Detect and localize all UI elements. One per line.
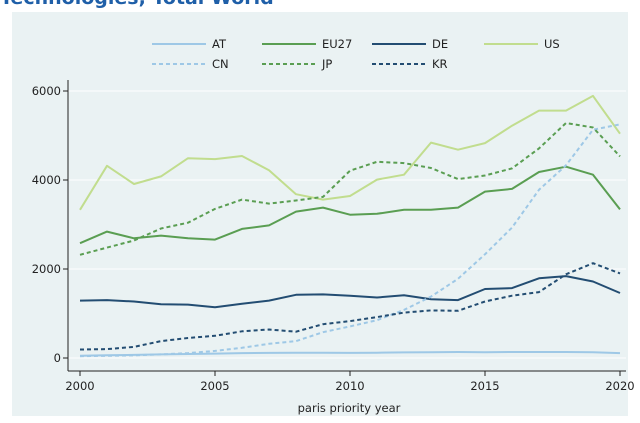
legend-label-kr: KR	[432, 57, 448, 71]
y-tick-label: 0	[54, 351, 61, 365]
series-line-at	[79, 351, 621, 357]
x-tick-label: 2010	[335, 379, 364, 393]
legend-label-jp: JP	[321, 57, 332, 71]
legend-label-cn: CN	[212, 57, 229, 71]
x-tick-label: 2005	[200, 379, 229, 393]
chart-header-title: Technologies, Total World	[0, 0, 274, 9]
legend-label-us: US	[544, 37, 560, 51]
series-line-kr	[79, 262, 621, 351]
series-line-de	[79, 275, 621, 309]
legend-label-eu27: EU27	[322, 37, 352, 51]
legend: AT EU27 DE US CN JP KR	[152, 37, 560, 71]
series-line-us	[79, 94, 621, 211]
x-tick-label: 2015	[470, 379, 499, 393]
x-tick-label: 2000	[65, 379, 94, 393]
axes: 0 2000 4000 6000 2000 2005 2010 2015 2020	[32, 80, 635, 393]
legend-label-de: DE	[432, 37, 448, 51]
y-tick-label: 6000	[32, 84, 61, 98]
series-lines	[79, 94, 621, 358]
x-axis-label: paris priority year	[298, 401, 401, 415]
header-strip: Technologies, Total World	[0, 0, 640, 12]
series-line-eu27	[79, 165, 621, 245]
y-tick-label: 2000	[32, 262, 61, 276]
y-tick-label: 4000	[32, 173, 61, 187]
series-line-jp	[79, 122, 621, 256]
grid-lines	[68, 90, 626, 359]
series-line-cn	[79, 123, 621, 358]
x-tick-label: 2020	[605, 379, 634, 393]
legend-label-at: AT	[212, 37, 227, 51]
